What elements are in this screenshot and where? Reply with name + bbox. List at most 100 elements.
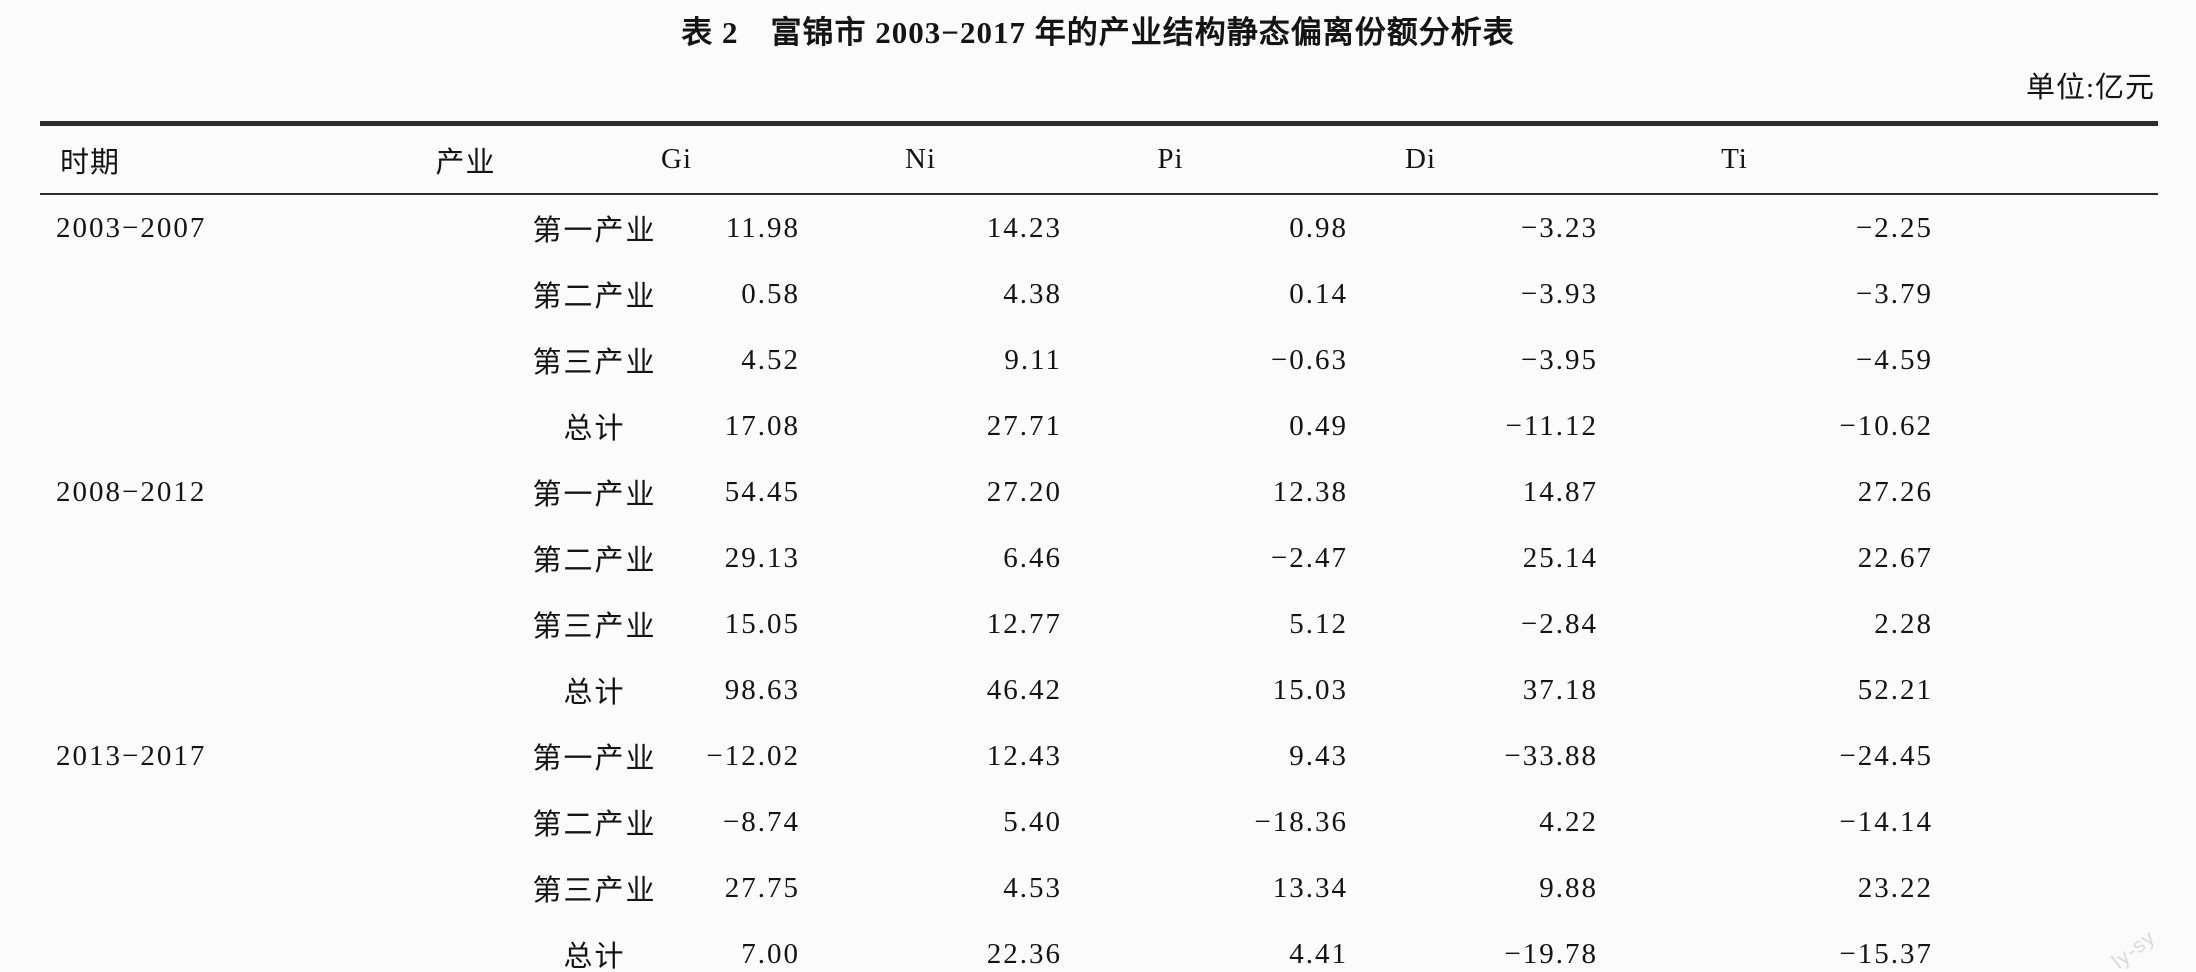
cell-ni: 12.43 [986,739,1062,772]
table-row: 2003−2007 第一产业 11.98 14.23 0.98 −3.23 −2.25 [40,194,2158,261]
col-header-industry: 产业 [340,123,660,195]
cell-period [40,525,340,591]
cell-gi: −12.02 [706,739,800,772]
table-row: 第三产业 4.52 9.11 −0.63 −3.95 −4.59 [40,327,2158,393]
cell-gi: 54.45 [724,475,800,508]
cell-industry: 第三产业 [532,875,657,907]
cell-di: 4.22 [1539,805,1598,838]
cell-period [40,921,340,972]
table-row: 第二产业 0.58 4.38 0.14 −3.93 −3.79 [40,261,2158,327]
cell-industry: 第三产业 [532,347,657,379]
cell-period [40,261,340,327]
cell-ti: −14.14 [1839,805,1933,838]
cell-period [40,789,340,855]
cell-di: −19.78 [1504,937,1598,970]
cell-period [40,591,340,657]
cell-ti: 52.21 [1857,673,1933,706]
col-header-period: 时期 [40,123,340,195]
cell-gi: 4.52 [741,343,800,376]
cell-ni: 4.53 [1003,871,1062,904]
cell-period [40,657,340,723]
cell-pi: 15.03 [1272,673,1348,706]
cell-di: −3.95 [1520,343,1598,376]
cell-di: −3.23 [1520,211,1598,244]
cell-period [40,855,340,921]
cell-ti: 22.67 [1857,541,1933,574]
cell-ni: 27.71 [986,409,1062,442]
cell-ni: 46.42 [986,673,1062,706]
cell-gi: 7.00 [741,937,800,970]
header-row: 时期 产业 Gi Ni Pi Di Ti [40,123,2158,195]
cell-di: 25.14 [1522,541,1598,574]
cell-gi: 0.58 [741,277,800,310]
cell-ti: −15.37 [1839,937,1933,970]
cell-ti: −2.25 [1855,211,1933,244]
cell-gi: 15.05 [724,607,800,640]
cell-period: 2008−2012 [56,475,207,508]
shift-share-table: 时期 产业 Gi Ni Pi Di Ti 2003−2007 第一产业 11.98 1… [40,121,2158,972]
cell-period [40,327,340,393]
unit-label: 单位:亿元 [2025,72,2155,104]
cell-di: 9.88 [1539,871,1598,904]
cell-pi: −2.47 [1270,541,1348,574]
cell-pi: 12.38 [1272,475,1348,508]
cell-industry: 第一产业 [532,215,657,247]
cell-industry: 第三产业 [532,611,657,643]
cell-period: 2003−2007 [56,211,207,244]
cell-pi: 5.12 [1289,607,1348,640]
cell-ti: −3.79 [1855,277,1933,310]
table-header: 时期 产业 Gi Ni Pi Di Ti [40,123,2158,195]
cell-pi: −0.63 [1270,343,1348,376]
cell-ti: 23.22 [1857,871,1933,904]
cell-ti: 27.26 [1857,475,1933,508]
cell-industry: 第一产业 [532,479,657,511]
cell-ni: 22.36 [986,937,1062,970]
table-row: 总计 98.63 46.42 15.03 37.18 52.21 [40,657,2158,723]
col-header-pi: Pi [1090,123,1370,195]
cell-pi: −18.36 [1254,805,1348,838]
cell-di: −2.84 [1520,607,1598,640]
cell-ni: 12.77 [986,607,1062,640]
cell-di: 37.18 [1522,673,1598,706]
cell-pi: 9.43 [1289,739,1348,772]
cell-ni: 6.46 [1003,541,1062,574]
col-header-ni: Ni [840,123,1090,195]
table-row: 第二产业 −8.74 5.40 −18.36 4.22 −14.14 [40,789,2158,855]
cell-gi: 98.63 [724,673,800,706]
table-row: 第二产业 29.13 6.46 −2.47 25.14 22.67 [40,525,2158,591]
cell-industry: 第二产业 [532,281,657,313]
cell-ni: 27.20 [986,475,1062,508]
cell-pi: 0.49 [1289,409,1348,442]
cell-industry: 第二产业 [532,545,657,577]
cell-gi: 29.13 [724,541,800,574]
cell-ni: 14.23 [986,211,1062,244]
cell-di: −33.88 [1504,739,1598,772]
cell-industry: 第一产业 [532,743,657,775]
cell-gi: 27.75 [724,871,800,904]
col-header-ti: Ti [1630,123,2158,195]
cell-industry: 总计 [563,677,626,709]
cell-industry: 总计 [563,413,626,445]
table-row: 总计 17.08 27.71 0.49 −11.12 −10.62 [40,393,2158,459]
cell-gi: 11.98 [725,211,800,244]
cell-ti: −24.45 [1839,739,1933,772]
table-row: 第三产业 27.75 4.53 13.34 9.88 23.22 [40,855,2158,921]
cell-period: 2013−2017 [56,739,207,772]
cell-ti: 2.28 [1874,607,1933,640]
cell-gi: 17.08 [724,409,800,442]
cell-pi: 0.98 [1289,211,1348,244]
table-row: 2013−2017 第一产业 −12.02 12.43 9.43 −33.88 −24.45 [40,723,2158,789]
cell-gi: −8.74 [722,805,800,838]
cell-pi: 0.14 [1289,277,1348,310]
cell-di: −11.12 [1505,409,1598,442]
cell-period [40,393,340,459]
cell-pi: 13.34 [1272,871,1348,904]
cell-ni: 9.11 [1004,343,1062,376]
cell-di: 14.87 [1522,475,1598,508]
table-row: 总计 7.00 22.36 4.41 −19.78 −15.37 [40,921,2158,972]
table-body: 2003−2007 第一产业 11.98 14.23 0.98 −3.23 −2.25 第二产… [40,194,2158,972]
cell-industry: 第二产业 [532,809,657,841]
cell-ti: −10.62 [1839,409,1933,442]
table-row: 2008−2012 第一产业 54.45 27.20 12.38 14.87 27.26 [40,459,2158,525]
cell-di: −3.93 [1520,277,1598,310]
